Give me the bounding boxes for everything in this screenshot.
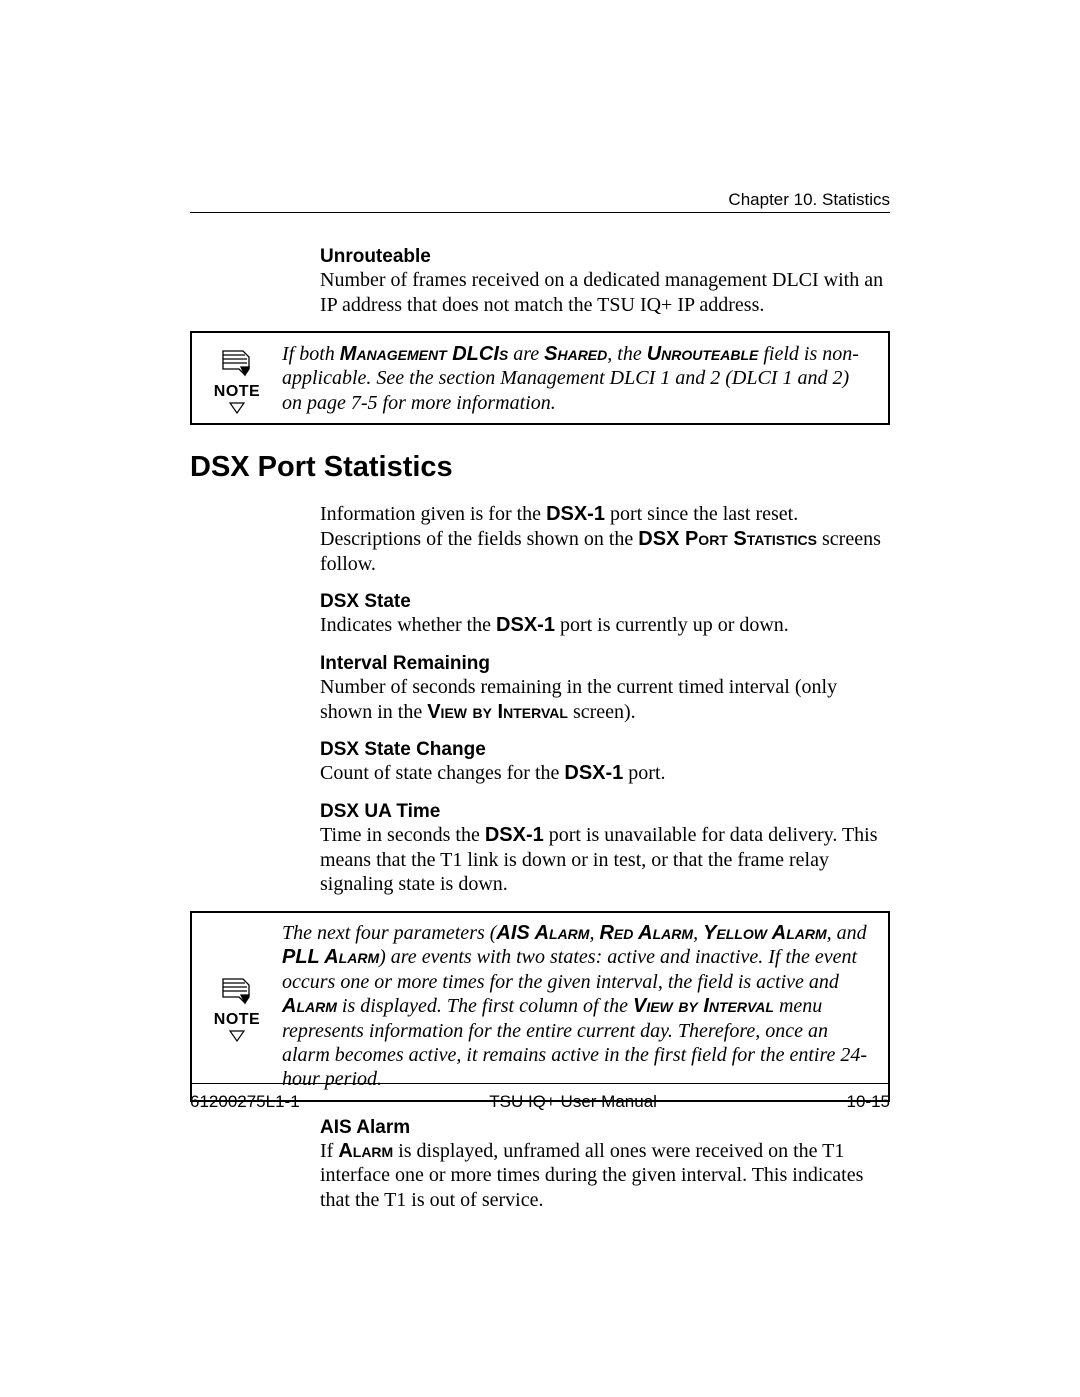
t: screen).: [568, 701, 636, 723]
t: Shared: [544, 343, 607, 365]
footer-left: 61200275L1-1: [190, 1092, 300, 1112]
t: If both: [282, 343, 340, 365]
interval-title: Interval Remaining: [320, 652, 890, 675]
t: Information given is for the: [320, 503, 546, 525]
t: DSX-1: [485, 824, 544, 846]
note-box-2: NOTE The next four parameters (AIS Alarm…: [190, 911, 890, 1102]
note-2-text: The next four parameters (AIS Alarm, Red…: [282, 921, 874, 1092]
t: Unrouteable: [647, 343, 759, 365]
section-heading: DSX Port Statistics: [190, 451, 890, 484]
ais-title: AIS Alarm: [320, 1116, 890, 1139]
t: is displayed, unframed all ones were rec…: [320, 1140, 863, 1211]
t: Red Alarm: [599, 922, 693, 944]
t: PLL Alarm: [282, 946, 379, 968]
note-icon-cell: NOTE: [202, 341, 282, 415]
note-label: NOTE: [214, 1011, 260, 1029]
t: View by Interval: [633, 995, 774, 1017]
t: DSX-1: [546, 503, 605, 525]
t: AIS Alarm: [496, 922, 589, 944]
unrouteable-block: Unrouteable Number of frames received on…: [320, 245, 890, 317]
state-change-title: DSX State Change: [320, 738, 890, 761]
t: Time in seconds the: [320, 824, 485, 846]
unrouteable-title: Unrouteable: [320, 245, 890, 268]
footer-rule: [190, 1083, 890, 1084]
t: ,: [589, 922, 599, 944]
t: port is currently up or down.: [555, 614, 789, 636]
t: port.: [623, 762, 665, 784]
interval-body: Number of seconds remaining in the curre…: [320, 675, 890, 724]
ais-body: If Alarm is displayed, unframed all ones…: [320, 1139, 890, 1213]
state-change-body: Count of state changes for the DSX-1 por…: [320, 761, 890, 786]
t: Alarm: [282, 995, 337, 1017]
page-footer: 61200275L1-1 TSU IQ+ User Manual 10-15: [190, 1092, 890, 1112]
t: Alarm: [338, 1140, 393, 1162]
content-area: Unrouteable Number of frames received on…: [190, 245, 890, 1217]
ua-time-title: DSX UA Time: [320, 800, 890, 823]
t: is displayed. The first column of the: [337, 995, 633, 1017]
pencil-icon: [217, 341, 257, 381]
pencil-icon: [217, 969, 257, 1009]
t: Yellow Alarm: [703, 922, 827, 944]
t: If: [320, 1140, 338, 1162]
intro-para: Information given is for the DSX-1 port …: [320, 502, 890, 576]
t: The next four parameters (: [282, 922, 496, 944]
dsx-state-body: Indicates whether the DSX-1 port is curr…: [320, 613, 890, 638]
t: DSX Port Statistics: [638, 528, 817, 550]
document-page: Chapter 10. Statistics Unrouteable Numbe…: [0, 0, 1080, 1397]
dsx-state-title: DSX State: [320, 590, 890, 613]
arrow-icon: [228, 1029, 246, 1043]
footer-center: TSU IQ+ User Manual: [489, 1092, 657, 1112]
intro-block: Information given is for the DSX-1 port …: [320, 502, 890, 897]
t: DSX-1: [496, 614, 555, 636]
ais-block: AIS Alarm If Alarm is displayed, unframe…: [320, 1116, 890, 1213]
note-icon-cell: NOTE: [202, 969, 282, 1043]
t: DSX-1: [564, 762, 623, 784]
t: Indicates whether the: [320, 614, 496, 636]
unrouteable-body: Number of frames received on a dedicated…: [320, 268, 890, 317]
chapter-header: Chapter 10. Statistics: [728, 190, 890, 210]
t: Count of state changes for the: [320, 762, 564, 784]
header-rule: [190, 212, 890, 213]
note-1-text: If both Management DLCIs are Shared, the…: [282, 342, 874, 415]
arrow-icon: [228, 401, 246, 415]
footer-right: 10-15: [847, 1092, 890, 1112]
t: , the: [607, 343, 646, 365]
t: ,: [693, 922, 703, 944]
ua-time-body: Time in seconds the DSX-1 port is unavai…: [320, 823, 890, 897]
t: are: [508, 343, 544, 365]
t: View by Interval: [427, 701, 568, 723]
note-label: NOTE: [214, 383, 260, 401]
t: Management DLCIs: [340, 343, 508, 365]
t: , and: [827, 922, 867, 944]
note-box-1: NOTE If both Management DLCIs are Shared…: [190, 331, 890, 425]
